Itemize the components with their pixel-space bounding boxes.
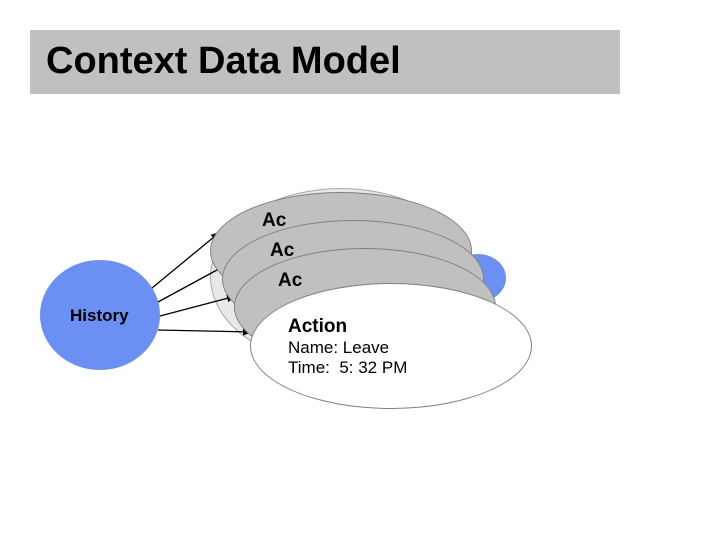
edge-1 xyxy=(152,232,220,288)
edge-4 xyxy=(158,330,252,332)
action-peek-label-3: Ac xyxy=(278,270,302,292)
edge-3 xyxy=(160,296,236,316)
action-detail-box: Action Name: Leave Time: 5: 32 PM xyxy=(288,316,407,378)
action-detail-title: Action xyxy=(288,316,407,338)
action-detail-line-2: Time: 5: 32 PM xyxy=(288,358,407,378)
action-detail-line-1: Name: Leave xyxy=(288,338,407,358)
diagram-canvas: Context Data Model History Ac Ac Ac Acti… xyxy=(0,0,720,540)
